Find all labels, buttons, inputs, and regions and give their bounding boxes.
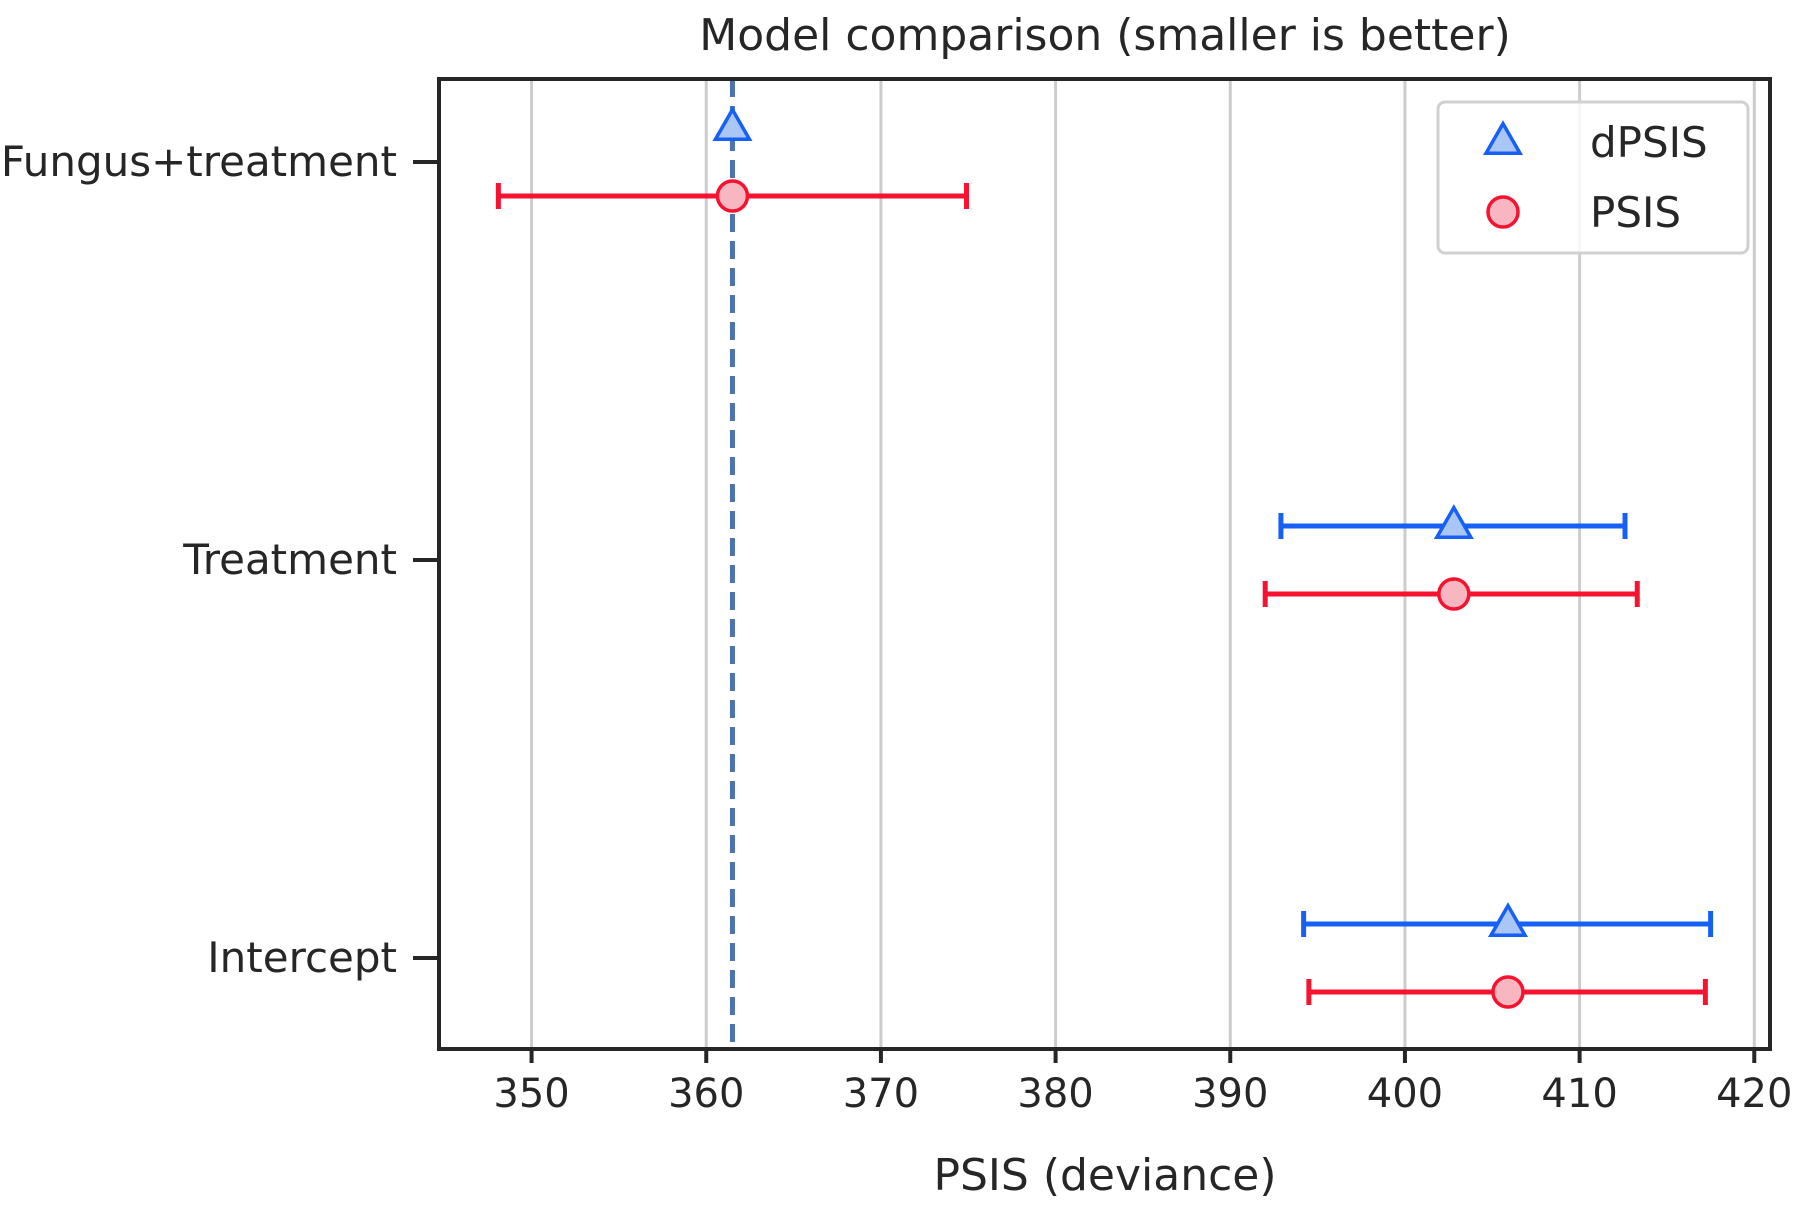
- x-tick-label: 390: [1192, 1071, 1268, 1117]
- legend-label: dPSIS: [1590, 118, 1708, 167]
- legend-label: PSIS: [1590, 188, 1681, 237]
- point-triangle: [1433, 504, 1474, 539]
- point-circle: [1491, 975, 1525, 1009]
- point-triangle: [1487, 902, 1529, 937]
- point-circle: [1437, 577, 1471, 611]
- plot-frame: [437, 77, 1772, 1051]
- legend: dPSIS PSIS: [1436, 100, 1750, 255]
- x-tick-label: 410: [1541, 1071, 1617, 1117]
- x-tick-label: 370: [843, 1071, 919, 1117]
- series-dpsis: [712, 106, 1714, 937]
- legend-marker-triangle: [1482, 120, 1524, 155]
- category-label: Treatment: [182, 535, 397, 584]
- category-label: Intercept: [207, 933, 397, 982]
- chart-title: Model comparison (smaller is better): [699, 10, 1510, 61]
- series-psis: [495, 179, 1708, 1009]
- point-circle: [715, 179, 750, 213]
- x-tick-label: 350: [493, 1071, 569, 1117]
- x-axis: 350 360 370 380 390 400 410 420: [493, 1049, 1792, 1117]
- category-label: Fungus+treatment: [1, 137, 397, 186]
- legend-marker-circle: [1486, 195, 1520, 229]
- x-tick-label: 420: [1716, 1071, 1792, 1117]
- series-layer: [495, 106, 1714, 1009]
- x-tick-label: 380: [1017, 1071, 1093, 1117]
- point-triangle: [712, 106, 753, 141]
- x-axis-label: PSIS (deviance): [933, 1150, 1276, 1201]
- y-axis: Fungus+treatment Treatment Intercept: [1, 137, 439, 982]
- x-tick-label: 400: [1367, 1071, 1443, 1117]
- x-tick-label: 360: [668, 1071, 744, 1117]
